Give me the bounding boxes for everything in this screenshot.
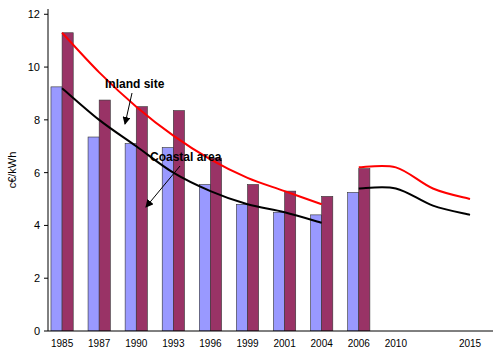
y-tick-label: 6 bbox=[34, 167, 40, 179]
bar bbox=[236, 204, 247, 331]
annotation-arrow bbox=[146, 166, 180, 207]
x-tick-label: 2001 bbox=[273, 338, 296, 349]
x-tick-label: 1985 bbox=[51, 338, 74, 349]
y-tick bbox=[44, 14, 48, 15]
bar bbox=[125, 144, 136, 331]
y-tick bbox=[44, 67, 48, 68]
annotation: Inland site bbox=[105, 77, 165, 91]
x-tick-label: 2010 bbox=[385, 338, 408, 349]
x-tick-label: 1987 bbox=[88, 338, 111, 349]
y-tick-label: 2 bbox=[34, 272, 40, 284]
y-axis bbox=[48, 9, 49, 331]
x-tick-label: 1996 bbox=[199, 338, 222, 349]
y-tick bbox=[44, 331, 48, 332]
chart: 0 2 4 6 8 10 12 1985 1987 1990 1993 1996 1999 2001 200… bbox=[0, 0, 500, 364]
y-axis-label: c€/kWh bbox=[6, 152, 18, 189]
x-tick-label: 2015 bbox=[459, 338, 482, 349]
y-tick bbox=[44, 225, 48, 226]
x-tick-label: 1999 bbox=[236, 338, 259, 349]
y-tick-label: 10 bbox=[28, 61, 40, 73]
x-tick-label: 1993 bbox=[162, 338, 185, 349]
y-tick bbox=[44, 172, 48, 173]
y-tick bbox=[44, 119, 48, 120]
y-tick-label: 8 bbox=[34, 114, 40, 126]
line bbox=[62, 88, 322, 223]
bar bbox=[210, 158, 221, 331]
bar bbox=[62, 33, 73, 331]
bar bbox=[322, 196, 333, 331]
marks bbox=[51, 33, 470, 331]
bar bbox=[311, 215, 322, 331]
x-axis bbox=[48, 331, 493, 332]
bar bbox=[173, 111, 184, 331]
line bbox=[62, 33, 322, 205]
bar bbox=[51, 87, 62, 331]
line bbox=[359, 166, 470, 199]
y-tick bbox=[44, 278, 48, 279]
bar bbox=[359, 169, 370, 331]
bar bbox=[136, 107, 147, 331]
bar bbox=[162, 148, 173, 331]
bar bbox=[273, 212, 284, 331]
y-tick-label: 12 bbox=[28, 8, 40, 20]
annotation-arrow bbox=[125, 93, 132, 124]
bar bbox=[99, 100, 110, 331]
line bbox=[359, 187, 470, 215]
bar bbox=[88, 137, 99, 331]
bar bbox=[348, 192, 359, 331]
x-tick-label: 1990 bbox=[125, 338, 148, 349]
y-tick-label: 0 bbox=[34, 325, 40, 337]
bar bbox=[199, 185, 210, 331]
x-tick-label: 2004 bbox=[311, 338, 334, 349]
y-tick-label: 4 bbox=[34, 219, 40, 231]
x-tick-label: 2006 bbox=[348, 338, 371, 349]
annotation: Coastal area bbox=[150, 150, 222, 164]
